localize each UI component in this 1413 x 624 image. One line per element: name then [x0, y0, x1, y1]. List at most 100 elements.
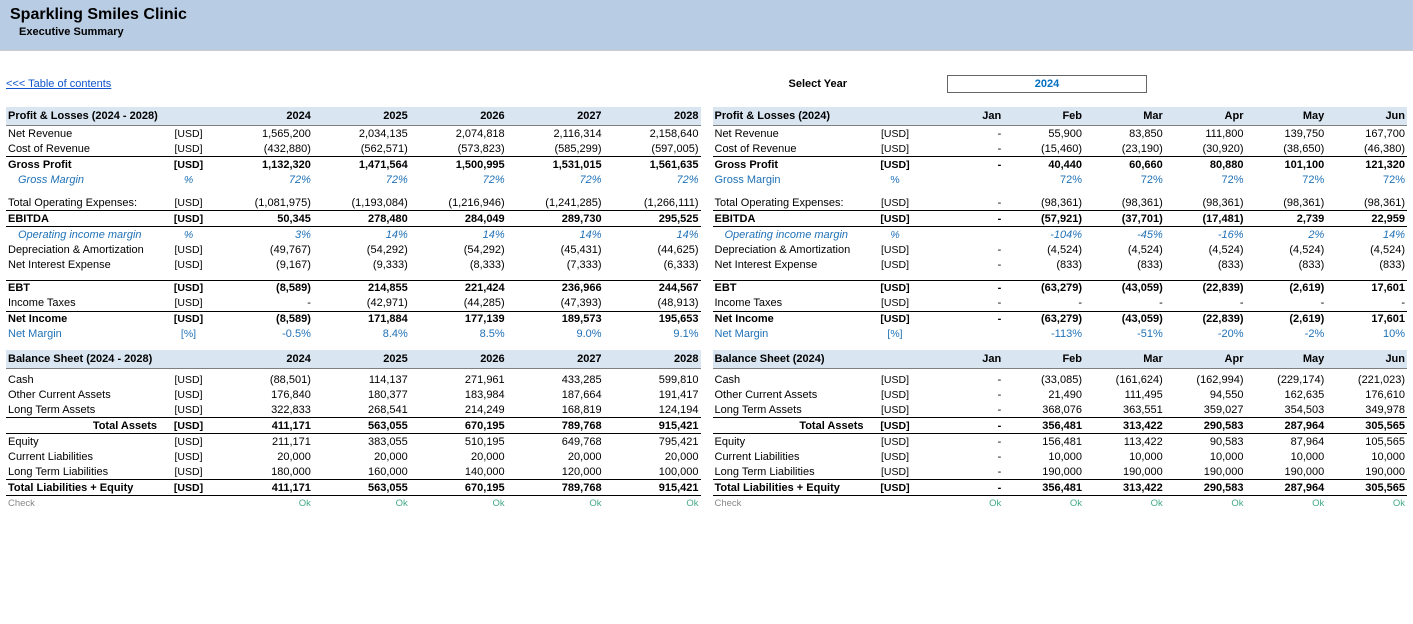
header: Sparkling Smiles Clinic Executive Summar… [0, 0, 1413, 51]
cell: 17,601 [1326, 311, 1407, 327]
cell: - [216, 296, 313, 312]
cell: (63,279) [1003, 280, 1084, 296]
cell: - [923, 402, 1004, 418]
toc-link[interactable]: <<< Table of contents [6, 78, 111, 90]
cell: 287,964 [1246, 418, 1327, 434]
cell: 411,171 [216, 418, 313, 434]
row-label: Cash [6, 372, 161, 387]
section-title: Profit & Losses (2024 - 2028) [6, 107, 161, 126]
cell: 284,049 [410, 211, 507, 227]
row-unit: [USD] [868, 242, 923, 257]
cell: 87,964 [1246, 434, 1327, 450]
cell: (98,361) [1165, 195, 1246, 211]
cell: (17,481) [1165, 211, 1246, 227]
cell: 124,194 [604, 402, 701, 418]
column-header: Mar [1084, 107, 1165, 126]
cell: 322,833 [216, 402, 313, 418]
cell: (44,285) [410, 296, 507, 312]
row-label: Net Interest Expense [713, 257, 868, 272]
cell: (22,839) [1165, 280, 1246, 296]
cell: 190,000 [1246, 464, 1327, 480]
cell: (833) [1003, 257, 1084, 272]
cell: 433,285 [507, 372, 604, 387]
cell: 190,000 [1326, 464, 1407, 480]
cell: (221,023) [1326, 372, 1407, 387]
row-label: EBITDA [6, 211, 161, 227]
cell: (161,624) [1084, 372, 1165, 387]
cell: (1,193,084) [313, 195, 410, 211]
check-ok: Ok [410, 496, 507, 511]
cell: - [923, 418, 1004, 434]
row-label: Cost of Revenue [6, 141, 161, 157]
cell: 191,417 [604, 387, 701, 402]
cell: 10,000 [1084, 449, 1165, 464]
row-label: Income Taxes [6, 296, 161, 312]
cell: (54,292) [313, 242, 410, 257]
row-label: Depreciation & Amortization [713, 242, 868, 257]
cell: 10,000 [1003, 449, 1084, 464]
cell: (9,333) [313, 257, 410, 272]
cell: (562,571) [313, 141, 410, 157]
cell: 72% [313, 172, 410, 187]
cell: 190,000 [1084, 464, 1165, 480]
row-label: Gross Profit [713, 157, 868, 173]
cell: - [923, 157, 1004, 173]
cell: 55,900 [1003, 126, 1084, 142]
cell: 113,422 [1084, 434, 1165, 450]
cell: 8.4% [313, 327, 410, 342]
cell: (573,823) [410, 141, 507, 157]
cell: 20,000 [313, 449, 410, 464]
cell: 789,768 [507, 418, 604, 434]
row-unit: [USD] [161, 449, 216, 464]
row-unit: [USD] [868, 126, 923, 142]
cell: - [1003, 296, 1084, 312]
cell: (37,701) [1084, 211, 1165, 227]
cell: 1,471,564 [313, 157, 410, 173]
cell: 795,421 [604, 434, 701, 450]
cell: 72% [507, 172, 604, 187]
row-label: Cash [713, 372, 868, 387]
cell: (1,081,975) [216, 195, 313, 211]
row-unit: [USD] [868, 372, 923, 387]
cell: 411,171 [216, 480, 313, 496]
column-header: 2028 [604, 350, 701, 369]
check-ok: Ok [604, 496, 701, 511]
cell: 289,730 [507, 211, 604, 227]
cell: (57,921) [1003, 211, 1084, 227]
cell: 17,601 [1326, 280, 1407, 296]
cell: - [923, 311, 1004, 327]
cell: 20,000 [216, 449, 313, 464]
column-header: 2026 [410, 350, 507, 369]
cell: (38,650) [1246, 141, 1327, 157]
row-unit: [USD] [868, 402, 923, 418]
cell: - [923, 242, 1004, 257]
cell: (1,241,285) [507, 195, 604, 211]
row-label: Current Liabilities [6, 449, 161, 464]
row-unit: [USD] [161, 402, 216, 418]
row-label: Operating income margin [6, 227, 161, 243]
cell: (2,619) [1246, 311, 1327, 327]
cell: 214,249 [410, 402, 507, 418]
check-ok: Ok [1003, 496, 1084, 511]
cell: (98,361) [1084, 195, 1165, 211]
select-year-dropdown[interactable]: 2024 [947, 75, 1147, 93]
column-header: 2027 [507, 350, 604, 369]
row-unit: % [868, 172, 923, 187]
cell: (229,174) [1246, 372, 1327, 387]
row-unit: [USD] [161, 126, 216, 142]
cell: (46,380) [1326, 141, 1407, 157]
cell: -2% [1246, 327, 1327, 342]
cell: (47,393) [507, 296, 604, 312]
check-ok: Ok [923, 496, 1004, 511]
cell: (585,299) [507, 141, 604, 157]
cell: -113% [1003, 327, 1084, 342]
cell: (833) [1246, 257, 1327, 272]
cell: 3% [216, 227, 313, 243]
cell: 195,653 [604, 311, 701, 327]
row-label: EBITDA [713, 211, 868, 227]
row-unit: [USD] [868, 464, 923, 480]
cell: (22,839) [1165, 311, 1246, 327]
cell: 171,884 [313, 311, 410, 327]
cell: 14% [604, 227, 701, 243]
cell: - [923, 480, 1004, 496]
